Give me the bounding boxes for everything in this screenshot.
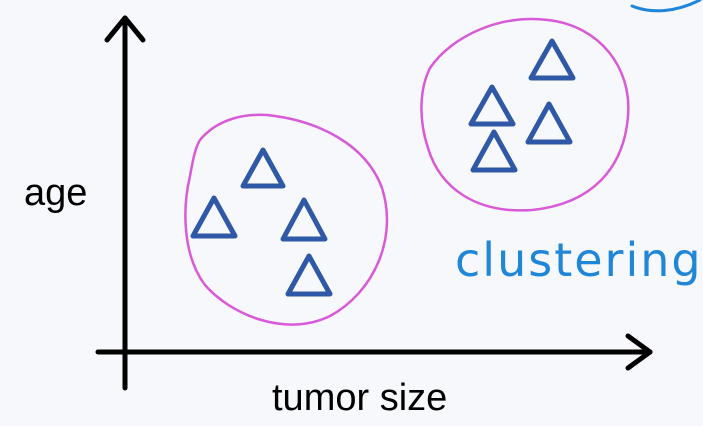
triangle-marker-icon bbox=[528, 38, 576, 81]
triangle-marker-icon bbox=[190, 195, 238, 239]
triangle-marker-icon bbox=[280, 197, 328, 242]
y-axis-label: age bbox=[24, 172, 87, 214]
triangle-marker-icon bbox=[525, 101, 573, 145]
triangle-marker-icon bbox=[468, 84, 516, 127]
cluster-left-outline bbox=[184, 113, 389, 326]
triangle-marker-icon bbox=[470, 129, 518, 173]
triangle-marker-icon bbox=[285, 253, 333, 297]
y-axis-arrow-icon bbox=[104, 15, 146, 43]
x-axis-label: tumor size bbox=[272, 377, 447, 419]
triangle-marker-icon bbox=[240, 147, 286, 189]
partial-pen-stroke bbox=[630, 0, 702, 13]
x-axis-arrow-icon bbox=[625, 333, 653, 371]
cluster-right-outline bbox=[420, 17, 630, 212]
clustering-annotation: clustering bbox=[455, 233, 703, 287]
